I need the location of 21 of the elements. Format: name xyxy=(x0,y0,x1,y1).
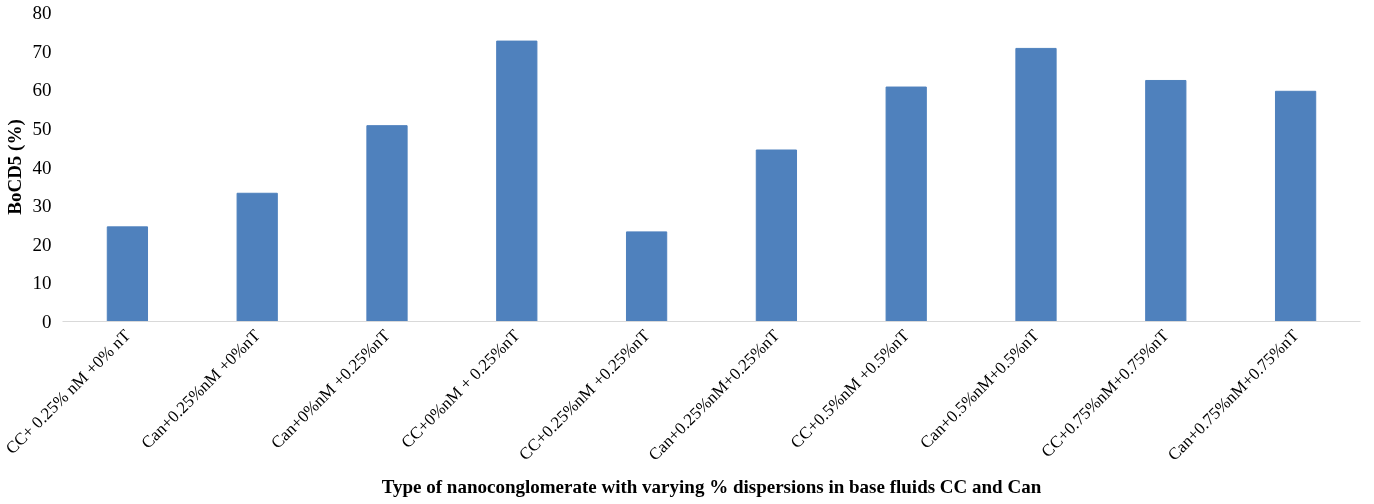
bar xyxy=(755,149,798,322)
bar xyxy=(625,231,668,322)
y-tick-label: 40 xyxy=(32,156,52,178)
y-tick-label: 20 xyxy=(32,233,52,255)
bar xyxy=(1015,47,1057,322)
bar xyxy=(236,192,278,322)
y-tick-label: 80 xyxy=(32,2,52,23)
y-tick-label: 10 xyxy=(32,272,52,294)
bar xyxy=(106,226,149,322)
y-tick-label: 30 xyxy=(32,195,52,217)
y-tick-label: 70 xyxy=(32,40,52,62)
bar xyxy=(1145,79,1187,322)
y-tick-label: 0 xyxy=(42,311,52,332)
bar xyxy=(885,86,927,322)
bar xyxy=(1274,90,1317,322)
x-axis-title: Type of nanoconglomerate with varying % dispersions in base fluids CC and Can xyxy=(381,476,1042,498)
bar xyxy=(496,40,538,322)
bar xyxy=(366,125,408,322)
y-tick-label: 60 xyxy=(32,79,52,101)
y-tick-label: 50 xyxy=(32,117,52,139)
y-axis-title: BoCD5 (%) xyxy=(3,119,26,215)
